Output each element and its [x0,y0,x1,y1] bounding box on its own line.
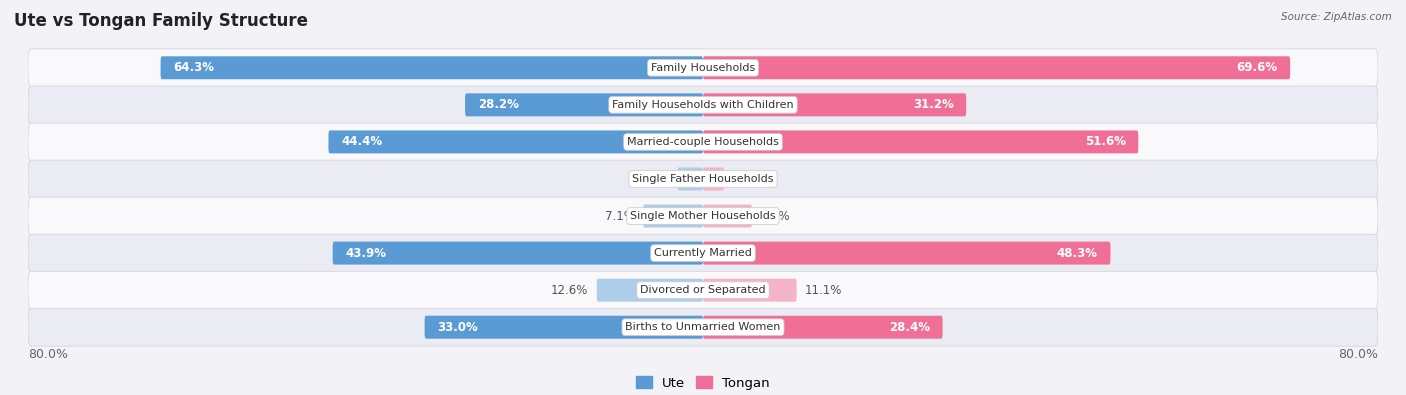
Text: 80.0%: 80.0% [1339,348,1378,361]
FancyBboxPatch shape [678,167,703,190]
FancyBboxPatch shape [28,49,1378,87]
Text: 2.5%: 2.5% [733,173,762,186]
Text: Divorced or Separated: Divorced or Separated [640,285,766,295]
FancyBboxPatch shape [703,316,942,339]
FancyBboxPatch shape [703,56,1291,79]
FancyBboxPatch shape [28,308,1378,346]
Text: 28.4%: 28.4% [889,321,929,334]
FancyBboxPatch shape [425,316,703,339]
Text: 33.0%: 33.0% [437,321,478,334]
Text: 11.1%: 11.1% [806,284,842,297]
Text: Currently Married: Currently Married [654,248,752,258]
Text: Births to Unmarried Women: Births to Unmarried Women [626,322,780,332]
FancyBboxPatch shape [703,242,1111,265]
FancyBboxPatch shape [703,278,797,302]
Legend: Ute, Tongan: Ute, Tongan [631,371,775,395]
FancyBboxPatch shape [703,93,966,117]
Text: Family Households: Family Households [651,63,755,73]
Text: Source: ZipAtlas.com: Source: ZipAtlas.com [1281,12,1392,22]
Text: Ute vs Tongan Family Structure: Ute vs Tongan Family Structure [14,12,308,30]
Text: Single Mother Households: Single Mother Households [630,211,776,221]
Text: Single Father Households: Single Father Households [633,174,773,184]
Text: 31.2%: 31.2% [912,98,953,111]
Text: 51.6%: 51.6% [1084,135,1126,149]
FancyBboxPatch shape [28,234,1378,272]
FancyBboxPatch shape [703,130,1139,153]
FancyBboxPatch shape [28,160,1378,198]
FancyBboxPatch shape [703,167,724,190]
FancyBboxPatch shape [160,56,703,79]
FancyBboxPatch shape [703,205,752,228]
Text: 28.2%: 28.2% [478,98,519,111]
FancyBboxPatch shape [28,86,1378,124]
Text: 43.9%: 43.9% [346,246,387,260]
FancyBboxPatch shape [596,278,703,302]
Text: 69.6%: 69.6% [1236,61,1278,74]
FancyBboxPatch shape [333,242,703,265]
Text: 5.8%: 5.8% [761,209,790,222]
Text: 12.6%: 12.6% [551,284,588,297]
FancyBboxPatch shape [329,130,703,153]
Text: 7.1%: 7.1% [605,209,634,222]
Text: Family Households with Children: Family Households with Children [612,100,794,110]
Text: 80.0%: 80.0% [28,348,67,361]
FancyBboxPatch shape [465,93,703,117]
FancyBboxPatch shape [28,271,1378,309]
Text: 44.4%: 44.4% [342,135,382,149]
Text: Married-couple Households: Married-couple Households [627,137,779,147]
Text: 48.3%: 48.3% [1057,246,1098,260]
FancyBboxPatch shape [28,197,1378,235]
Text: 64.3%: 64.3% [173,61,214,74]
FancyBboxPatch shape [28,123,1378,161]
FancyBboxPatch shape [643,205,703,228]
Text: 3.0%: 3.0% [640,173,669,186]
